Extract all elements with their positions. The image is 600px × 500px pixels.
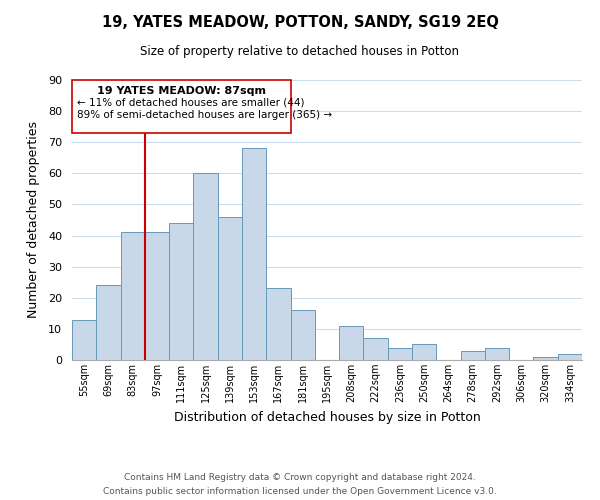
Text: 89% of semi-detached houses are larger (365) →: 89% of semi-detached houses are larger (… [77,110,332,120]
Bar [485,348,509,360]
Bar [242,148,266,360]
X-axis label: Distribution of detached houses by size in Potton: Distribution of detached houses by size … [173,410,481,424]
Bar [364,338,388,360]
Text: Contains public sector information licensed under the Open Government Licence v3: Contains public sector information licen… [103,488,497,496]
Bar [72,320,96,360]
Bar [266,288,290,360]
Bar [558,354,582,360]
Bar [96,286,121,360]
Bar [290,310,315,360]
Bar [145,232,169,360]
Bar [169,223,193,360]
Bar [412,344,436,360]
Bar [72,80,290,133]
Text: 19 YATES MEADOW: 87sqm: 19 YATES MEADOW: 87sqm [97,86,266,96]
Text: 19, YATES MEADOW, POTTON, SANDY, SG19 2EQ: 19, YATES MEADOW, POTTON, SANDY, SG19 2E… [101,15,499,30]
Bar [218,217,242,360]
Bar [461,350,485,360]
Y-axis label: Number of detached properties: Number of detached properties [27,122,40,318]
Bar [533,357,558,360]
Bar [193,174,218,360]
Text: ← 11% of detached houses are smaller (44): ← 11% of detached houses are smaller (44… [77,97,304,107]
Text: Size of property relative to detached houses in Potton: Size of property relative to detached ho… [140,45,460,58]
Bar [388,348,412,360]
Bar [121,232,145,360]
Bar [339,326,364,360]
Text: Contains HM Land Registry data © Crown copyright and database right 2024.: Contains HM Land Registry data © Crown c… [124,472,476,482]
